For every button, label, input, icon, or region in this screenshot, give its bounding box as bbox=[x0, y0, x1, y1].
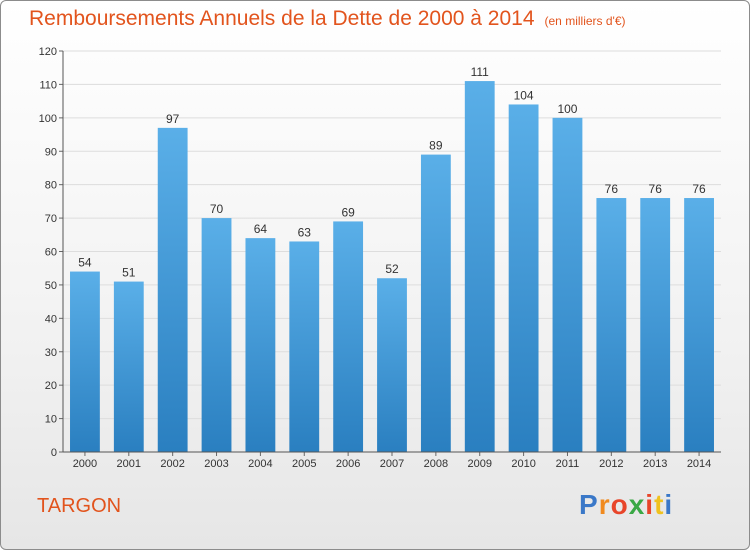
x-tick-label-2002: 2002 bbox=[160, 458, 184, 470]
y-tick-label-0: 0 bbox=[51, 447, 57, 459]
chart-title: Remboursements Annuels de la Dette de 20… bbox=[29, 7, 626, 31]
y-tick-label-70: 70 bbox=[45, 213, 57, 225]
y-tick-label-10: 10 bbox=[45, 414, 57, 426]
y-tick-label-100: 100 bbox=[39, 113, 57, 125]
chart-subtitle: (en milliers d'€) bbox=[544, 14, 626, 28]
chart-title-text: Remboursements Annuels de la Dette de 20… bbox=[29, 7, 535, 30]
bar-2008 bbox=[420, 154, 451, 452]
x-tick-label-2007: 2007 bbox=[380, 458, 404, 470]
bar-2004 bbox=[245, 238, 276, 452]
logo-letter: x bbox=[628, 489, 646, 520]
data-label-2010: 104 bbox=[514, 88, 534, 102]
x-tick-label-2005: 2005 bbox=[292, 458, 316, 470]
data-label-2011: 100 bbox=[557, 102, 577, 116]
bar-chart: 0 10 20 30 40 50 60 70 80 90 100 110 120 54 51 97 70 64 6… bbox=[39, 46, 721, 470]
data-label-2002: 97 bbox=[166, 112, 180, 126]
x-tick-label-2006: 2006 bbox=[336, 458, 360, 470]
data-label-2012: 76 bbox=[605, 182, 619, 196]
y-tick-label-120: 120 bbox=[39, 46, 57, 58]
bars bbox=[70, 81, 714, 452]
x-tick-label-2004: 2004 bbox=[248, 458, 272, 470]
bar-2007 bbox=[377, 278, 407, 452]
y-tick-label-90: 90 bbox=[45, 146, 57, 158]
logo-letter: r bbox=[598, 489, 611, 520]
logo-letter: P bbox=[579, 489, 599, 520]
bar-2006 bbox=[333, 221, 364, 452]
data-label-2014: 76 bbox=[692, 182, 706, 196]
data-label-2013: 76 bbox=[649, 182, 663, 196]
bar-2014 bbox=[684, 198, 714, 452]
y-axis-ticks: 0 10 20 30 40 50 60 70 80 90 100 110 120 bbox=[39, 46, 63, 459]
data-label-2006: 69 bbox=[341, 205, 355, 219]
bar-2013 bbox=[640, 198, 671, 452]
x-tick-label-2008: 2008 bbox=[424, 458, 448, 470]
data-label-2001: 51 bbox=[122, 266, 136, 280]
bar-2001 bbox=[113, 281, 144, 452]
bar-2012 bbox=[596, 198, 627, 452]
bar-2005 bbox=[289, 241, 320, 452]
data-label-2009: 111 bbox=[471, 65, 490, 79]
x-tick-label-2009: 2009 bbox=[467, 458, 491, 470]
data-label-2000: 54 bbox=[78, 256, 92, 270]
logo-letter: i bbox=[645, 489, 655, 520]
data-label-2008: 89 bbox=[429, 139, 443, 153]
x-tick-label-2012: 2012 bbox=[599, 458, 623, 470]
data-label-2007: 52 bbox=[385, 262, 399, 276]
y-tick-label-80: 80 bbox=[45, 180, 57, 192]
y-tick-label-60: 60 bbox=[45, 247, 57, 259]
logo-letter: t bbox=[654, 489, 665, 520]
y-tick-label-50: 50 bbox=[45, 280, 57, 292]
x-axis-ticks: 2000 2001 2002 2003 2004 2005 2006 2007 2008 2009… bbox=[73, 452, 711, 470]
data-labels: 54 51 97 70 64 63 69 52 89 111 104 100 76 76 76 bbox=[78, 65, 706, 280]
proxiti-logo: Proxiti bbox=[579, 489, 673, 521]
x-tick-label-2011: 2011 bbox=[556, 458, 580, 470]
y-tick-label-40: 40 bbox=[45, 313, 57, 325]
y-tick-label-20: 20 bbox=[45, 380, 57, 392]
y-tick-label-110: 110 bbox=[39, 79, 57, 91]
bar-2011 bbox=[552, 117, 583, 452]
data-label-2005: 63 bbox=[298, 225, 312, 239]
logo-letter: i bbox=[664, 489, 674, 520]
data-label-2004: 64 bbox=[254, 222, 268, 236]
y-tick-label-30: 30 bbox=[45, 347, 57, 359]
bar-2003 bbox=[201, 218, 232, 452]
axes bbox=[62, 51, 721, 453]
logo-letter: o bbox=[610, 489, 629, 520]
x-tick-label-2013: 2013 bbox=[643, 458, 667, 470]
x-tick-label-2014: 2014 bbox=[687, 458, 711, 470]
bar-2010 bbox=[508, 104, 539, 452]
bar-2009 bbox=[464, 81, 495, 452]
x-tick-label-2010: 2010 bbox=[511, 458, 535, 470]
data-label-2003: 70 bbox=[210, 202, 224, 216]
town-name: TARGON bbox=[37, 495, 122, 517]
x-tick-label-2003: 2003 bbox=[204, 458, 228, 470]
x-tick-label-2000: 2000 bbox=[73, 458, 97, 470]
bar-2000 bbox=[70, 271, 100, 452]
bar-2002 bbox=[157, 127, 188, 452]
x-tick-label-2001: 2001 bbox=[117, 458, 141, 470]
